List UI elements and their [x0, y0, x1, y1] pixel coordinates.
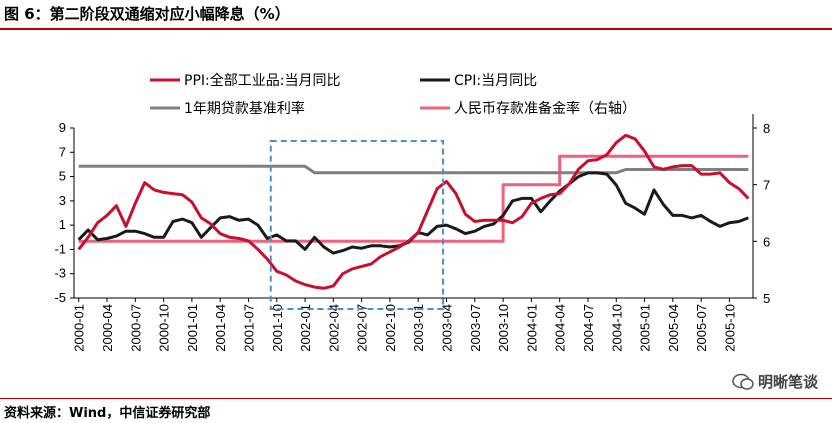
- y-tick-label: -3: [54, 266, 66, 281]
- x-tick-label: 2004-07: [581, 304, 596, 352]
- y2-tick-label: 7: [763, 178, 770, 193]
- watermark-text: 明晰笔谈: [757, 373, 818, 391]
- x-tick-label: 2001-10: [270, 304, 285, 352]
- x-tick-label: 2003-04: [440, 304, 455, 352]
- x-tick-label: 2000-04: [100, 304, 115, 352]
- x-tick-label: 2005-01: [638, 304, 653, 352]
- x-tick-label: 2003-07: [468, 304, 483, 352]
- x-tick-label: 2002-07: [355, 304, 370, 352]
- series-line-0: [77, 133, 750, 290]
- source-note: 资料来源：Wind，中信证券研究部: [4, 406, 211, 421]
- source-divider: [0, 398, 832, 399]
- x-tick-label: 2005-04: [666, 304, 681, 352]
- x-tick-label: 2004-01: [524, 304, 539, 352]
- y-tick-label: 7: [59, 144, 66, 159]
- x-tick-label: 2004-10: [609, 304, 624, 352]
- axes-layer: 9 7 5 3 1 -1 -3 -5 8 7 6 5 2000-01 2000-04 2000-07 2000…: [54, 114, 770, 352]
- x-tick-label: 2004-04: [553, 304, 568, 352]
- y-tick-label: 5: [59, 169, 66, 184]
- legend-label-1: CPI:当月同比: [454, 73, 537, 89]
- y2-tick-label: 5: [763, 291, 770, 306]
- y-tick-label: -5: [54, 290, 66, 305]
- y2-tick-label: 8: [763, 121, 770, 136]
- x-tick-label: 2001-04: [213, 304, 228, 352]
- x-tick-label: 2002-10: [383, 304, 398, 352]
- y-tick-label: -1: [54, 241, 66, 256]
- y-tick-label: 3: [59, 193, 66, 208]
- legend-label-0: PPI:全部工业品:当月同比: [184, 72, 340, 89]
- title-divider: [0, 28, 832, 30]
- series-layer: [77, 133, 750, 310]
- series-line-3: [78, 154, 749, 243]
- x-tick-label: 2001-07: [241, 304, 256, 352]
- watermark: 明晰笔谈: [732, 371, 818, 392]
- legend-label-2: 1年期贷款基准利率: [184, 100, 305, 117]
- y2-tick-label: 6: [763, 234, 770, 249]
- x-tick-label: 2000-10: [157, 304, 172, 352]
- wechat-icon: [732, 373, 754, 390]
- x-tick-label: 2003-10: [496, 304, 511, 352]
- legend-label-3: 人民币存款准备金率（右轴）: [454, 100, 636, 117]
- series-line-2: [78, 164, 749, 175]
- chart-title: 图 6：第二阶段双通缩对应小幅降息（%）: [4, 5, 290, 23]
- y-tick-label: 1: [59, 217, 66, 232]
- y-tick-label: 9: [59, 120, 66, 135]
- x-tick-label: 2000-07: [128, 304, 143, 352]
- x-tick-label: 2005-10: [722, 304, 737, 352]
- x-tick-label: 2002-04: [326, 304, 341, 352]
- line-chart: 9 7 5 3 1 -1 -3 -5 8 7 6 5 2000-01 2000-04 2000-07 2000…: [54, 72, 770, 352]
- legend: PPI:全部工业品:当月同比 CPI:当月同比 1年期贷款基准利率 人民币存款准备金率…: [150, 72, 636, 117]
- x-tick-label: 2002-01: [298, 304, 313, 352]
- x-tick-label: 2000-01: [72, 304, 87, 352]
- x-tick-label: 2003-01: [411, 304, 426, 352]
- x-tick-label: 2001-01: [185, 304, 200, 352]
- x-tick-label: 2005-07: [694, 304, 709, 352]
